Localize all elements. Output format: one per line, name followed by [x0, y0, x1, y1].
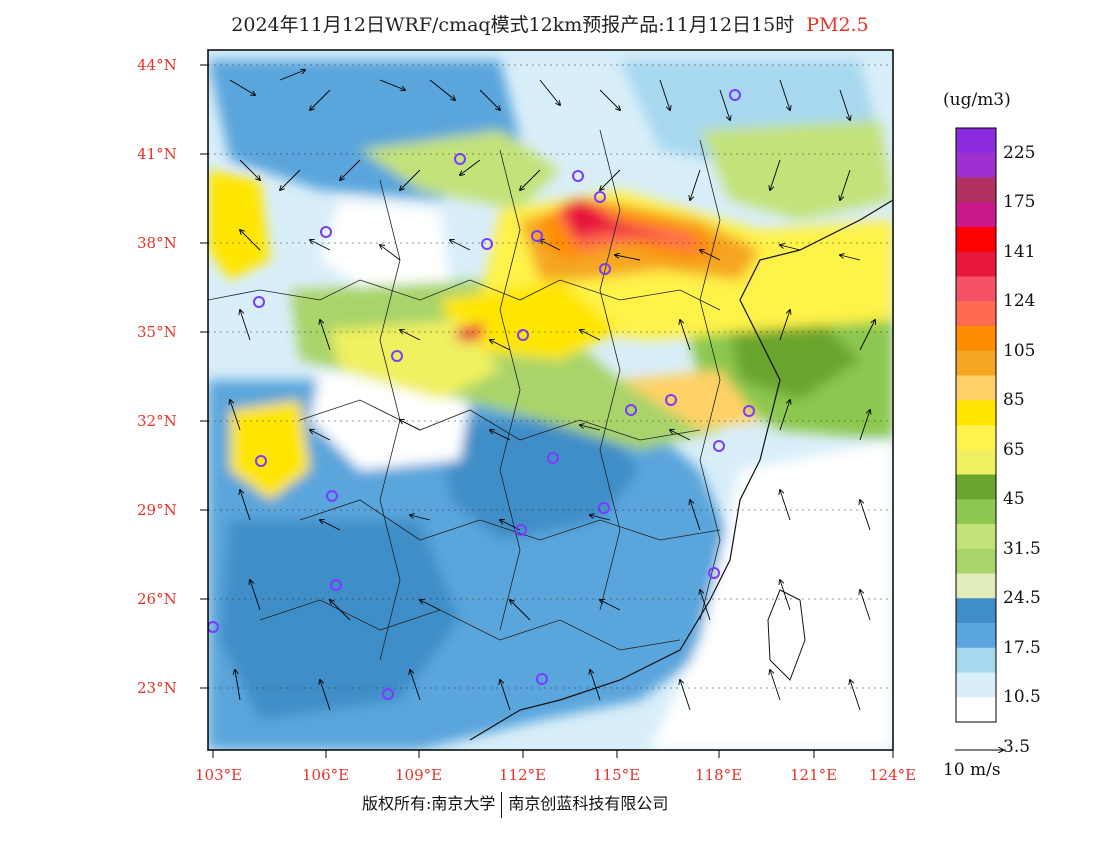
- colorbar-swatch: [956, 449, 996, 475]
- colorbar-swatch: [956, 524, 996, 550]
- colorbar-swatch: [956, 152, 996, 178]
- lon-label-118: 118°E: [695, 766, 743, 784]
- footer-left: 版权所有:南京大学: [362, 794, 496, 813]
- lat-label-35: 35°N: [137, 323, 177, 341]
- lat-label-29: 29°N: [137, 501, 177, 519]
- wind-vectors: [230, 70, 875, 711]
- lon-label-109: 109°E: [395, 766, 443, 784]
- colorbar-tick-label: 225: [1003, 142, 1036, 163]
- colorbar-tick-label: 65: [1003, 439, 1025, 460]
- lat-label-23: 23°N: [137, 679, 177, 697]
- colorbar-swatch: [956, 400, 996, 426]
- lat-label-38: 38°N: [137, 234, 177, 252]
- colorbar-tick-label: 105: [1003, 340, 1036, 361]
- copyright-footer: 版权所有:南京大学 南京创蓝科技有限公司: [362, 790, 668, 818]
- lon-label-121: 121°E: [790, 766, 838, 784]
- footer-separator: [501, 791, 503, 818]
- colorbar-swatch: [956, 647, 996, 673]
- lon-label-106: 106°E: [302, 766, 350, 784]
- colorbar-swatch: [956, 499, 996, 525]
- colorbar-swatch: [956, 548, 996, 574]
- colorbar-units: (ug/m3): [943, 90, 1011, 110]
- colorbar-swatch: [956, 301, 996, 327]
- colorbar-swatch: [956, 474, 996, 500]
- colorbar-swatch: [956, 672, 996, 698]
- colorbar-tick-label: 141: [1003, 241, 1036, 262]
- colorbar-swatch: [956, 375, 996, 401]
- lon-label-115: 115°E: [593, 766, 641, 784]
- wind-legend-label: 10 m/s: [943, 760, 1001, 780]
- colorbar-tick-label: 10.5: [1003, 687, 1041, 708]
- colorbar-swatch: [956, 573, 996, 599]
- lat-label-44: 44°N: [137, 56, 177, 74]
- lon-label-124: 124°E: [869, 766, 917, 784]
- colorbar-swatch: [956, 598, 996, 624]
- lon-label-103: 103°E: [195, 766, 243, 784]
- footer-right: 南京创蓝科技有限公司: [508, 794, 669, 813]
- graticule: [208, 64, 893, 689]
- colorbar-swatch: [956, 251, 996, 277]
- colorbar-swatch: [956, 177, 996, 203]
- colorbar-swatch: [956, 326, 996, 352]
- colorbar-tick-label: 31.5: [1003, 538, 1041, 559]
- lon-label-112: 112°E: [499, 766, 547, 784]
- colorbar-swatch: [956, 425, 996, 451]
- colorbar-swatch: [956, 227, 996, 253]
- lat-label-32: 32°N: [137, 412, 177, 430]
- colorbar-swatch: [956, 623, 996, 649]
- colorbar-tick-label: 45: [1003, 489, 1025, 510]
- colorbar-swatch: [956, 128, 996, 154]
- colorbar-tick-label: 17.5: [1003, 637, 1041, 658]
- map-title: 2024年11月12日WRF/cmaq模式12km预报产品:11月12日15时 P…: [0, 10, 1100, 37]
- colorbar-swatch: [956, 350, 996, 376]
- colorbar-tick-label: 175: [1003, 192, 1036, 213]
- colorbar-tick-label: 85: [1003, 390, 1025, 411]
- coastline: [469, 199, 893, 741]
- city-markers: [208, 89, 755, 700]
- colorbar-swatch: [956, 276, 996, 302]
- colorbar-tick-label: 3.5: [1003, 736, 1031, 757]
- map-frame: [207, 49, 894, 751]
- taiwan-outline: [767, 589, 806, 681]
- colorbar-tick-label: 124: [1003, 291, 1036, 312]
- title-main: 2024年11月12日WRF/cmaq模式12km预报产品:11月12日15时: [231, 14, 795, 36]
- colorbar: [955, 127, 997, 723]
- colorbar-swatch: [956, 697, 996, 723]
- concentration-field: [208, 60, 893, 750]
- map-field: [208, 50, 893, 750]
- lat-label-41: 41°N: [137, 145, 177, 163]
- lat-ticks: [200, 64, 208, 689]
- colorbar-frame: [955, 127, 997, 723]
- colorbar-swatch: [956, 202, 996, 228]
- lon-ticks: [212, 750, 894, 758]
- lat-label-26: 26°N: [137, 590, 177, 608]
- colorbar-tick-label: 24.5: [1003, 588, 1041, 609]
- title-pollutant: PM2.5: [806, 14, 869, 36]
